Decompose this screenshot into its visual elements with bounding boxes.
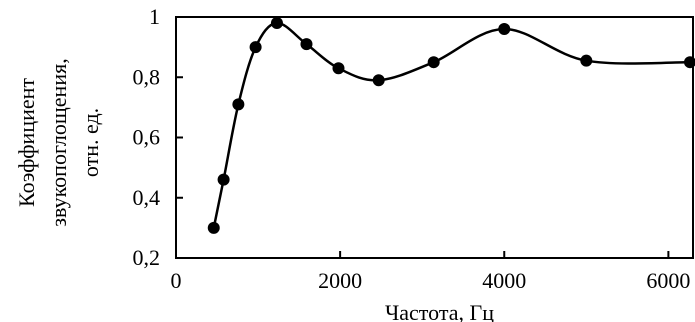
data-point: [580, 54, 593, 67]
y-tick-label: 0,2: [133, 245, 161, 270]
y-axis-title-line-2: звукопоглощения,: [46, 58, 71, 226]
data-point: [270, 17, 283, 30]
x-tick-label: 2000: [318, 268, 362, 293]
y-tick-label: 0,4: [133, 185, 161, 210]
y-tick-label: 0,8: [133, 64, 161, 89]
data-point: [684, 56, 695, 69]
data-point: [300, 38, 313, 51]
data-point: [207, 221, 220, 234]
data-point: [372, 74, 385, 87]
x-tick-label: 0: [171, 268, 182, 293]
y-tick-label: 0,6: [133, 125, 161, 150]
x-tick-label: 4000: [482, 268, 526, 293]
data-point: [217, 173, 230, 186]
x-axis-title: Частота, Гц: [385, 300, 494, 322]
data-point: [232, 98, 245, 111]
series-line: [212, 21, 694, 229]
x-axis-ticks: 0 2000 4000 6000: [171, 251, 690, 293]
y-axis-title-line-1: Коэффициент: [14, 78, 39, 207]
data-points: [207, 17, 695, 234]
data-point: [249, 41, 262, 54]
data-curve: [212, 21, 694, 229]
x-tick-label: 6000: [646, 268, 690, 293]
y-tick-label: 1: [149, 4, 160, 29]
y-axis-title-line-3: отн. ед.: [78, 108, 103, 177]
data-point: [332, 62, 345, 75]
data-point: [427, 56, 440, 69]
data-point: [498, 23, 511, 36]
y-axis-ticks: 0,2 0,4 0,6 0,8 1: [133, 4, 183, 270]
y-axis-title: Коэффициент звукопоглощения, отн. ед.: [14, 58, 103, 226]
